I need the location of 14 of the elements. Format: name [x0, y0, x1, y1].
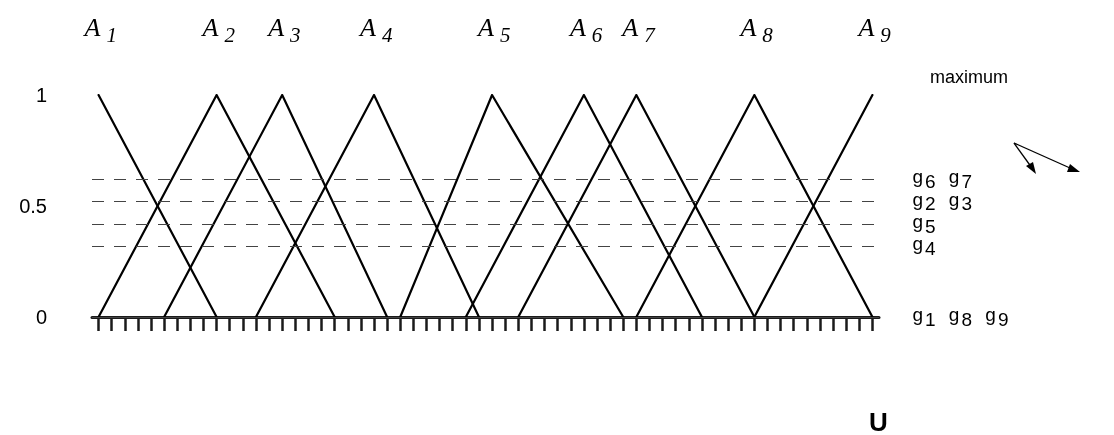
series-label: A$_{6}$: [569, 13, 603, 48]
series-label: A$_{9}$: [858, 13, 891, 48]
series-label: A$_{7}$: [622, 13, 655, 48]
series-label: A$_{3}$: [268, 13, 301, 48]
series-label: A$_{2}$: [202, 13, 235, 48]
series-label: A$_{8}$: [740, 13, 773, 48]
y-tick-label: 0.5: [19, 195, 47, 217]
x-axis-title: U: [869, 407, 888, 435]
series-label: A$_{1}$: [84, 13, 117, 48]
series-label: A$_{5}$: [478, 13, 511, 48]
series-label: A$_{4}$: [360, 13, 393, 48]
text: maximum: [930, 67, 1009, 87]
y-tick-label: 1: [35, 84, 47, 106]
y-tick-label: 0: [35, 306, 47, 328]
